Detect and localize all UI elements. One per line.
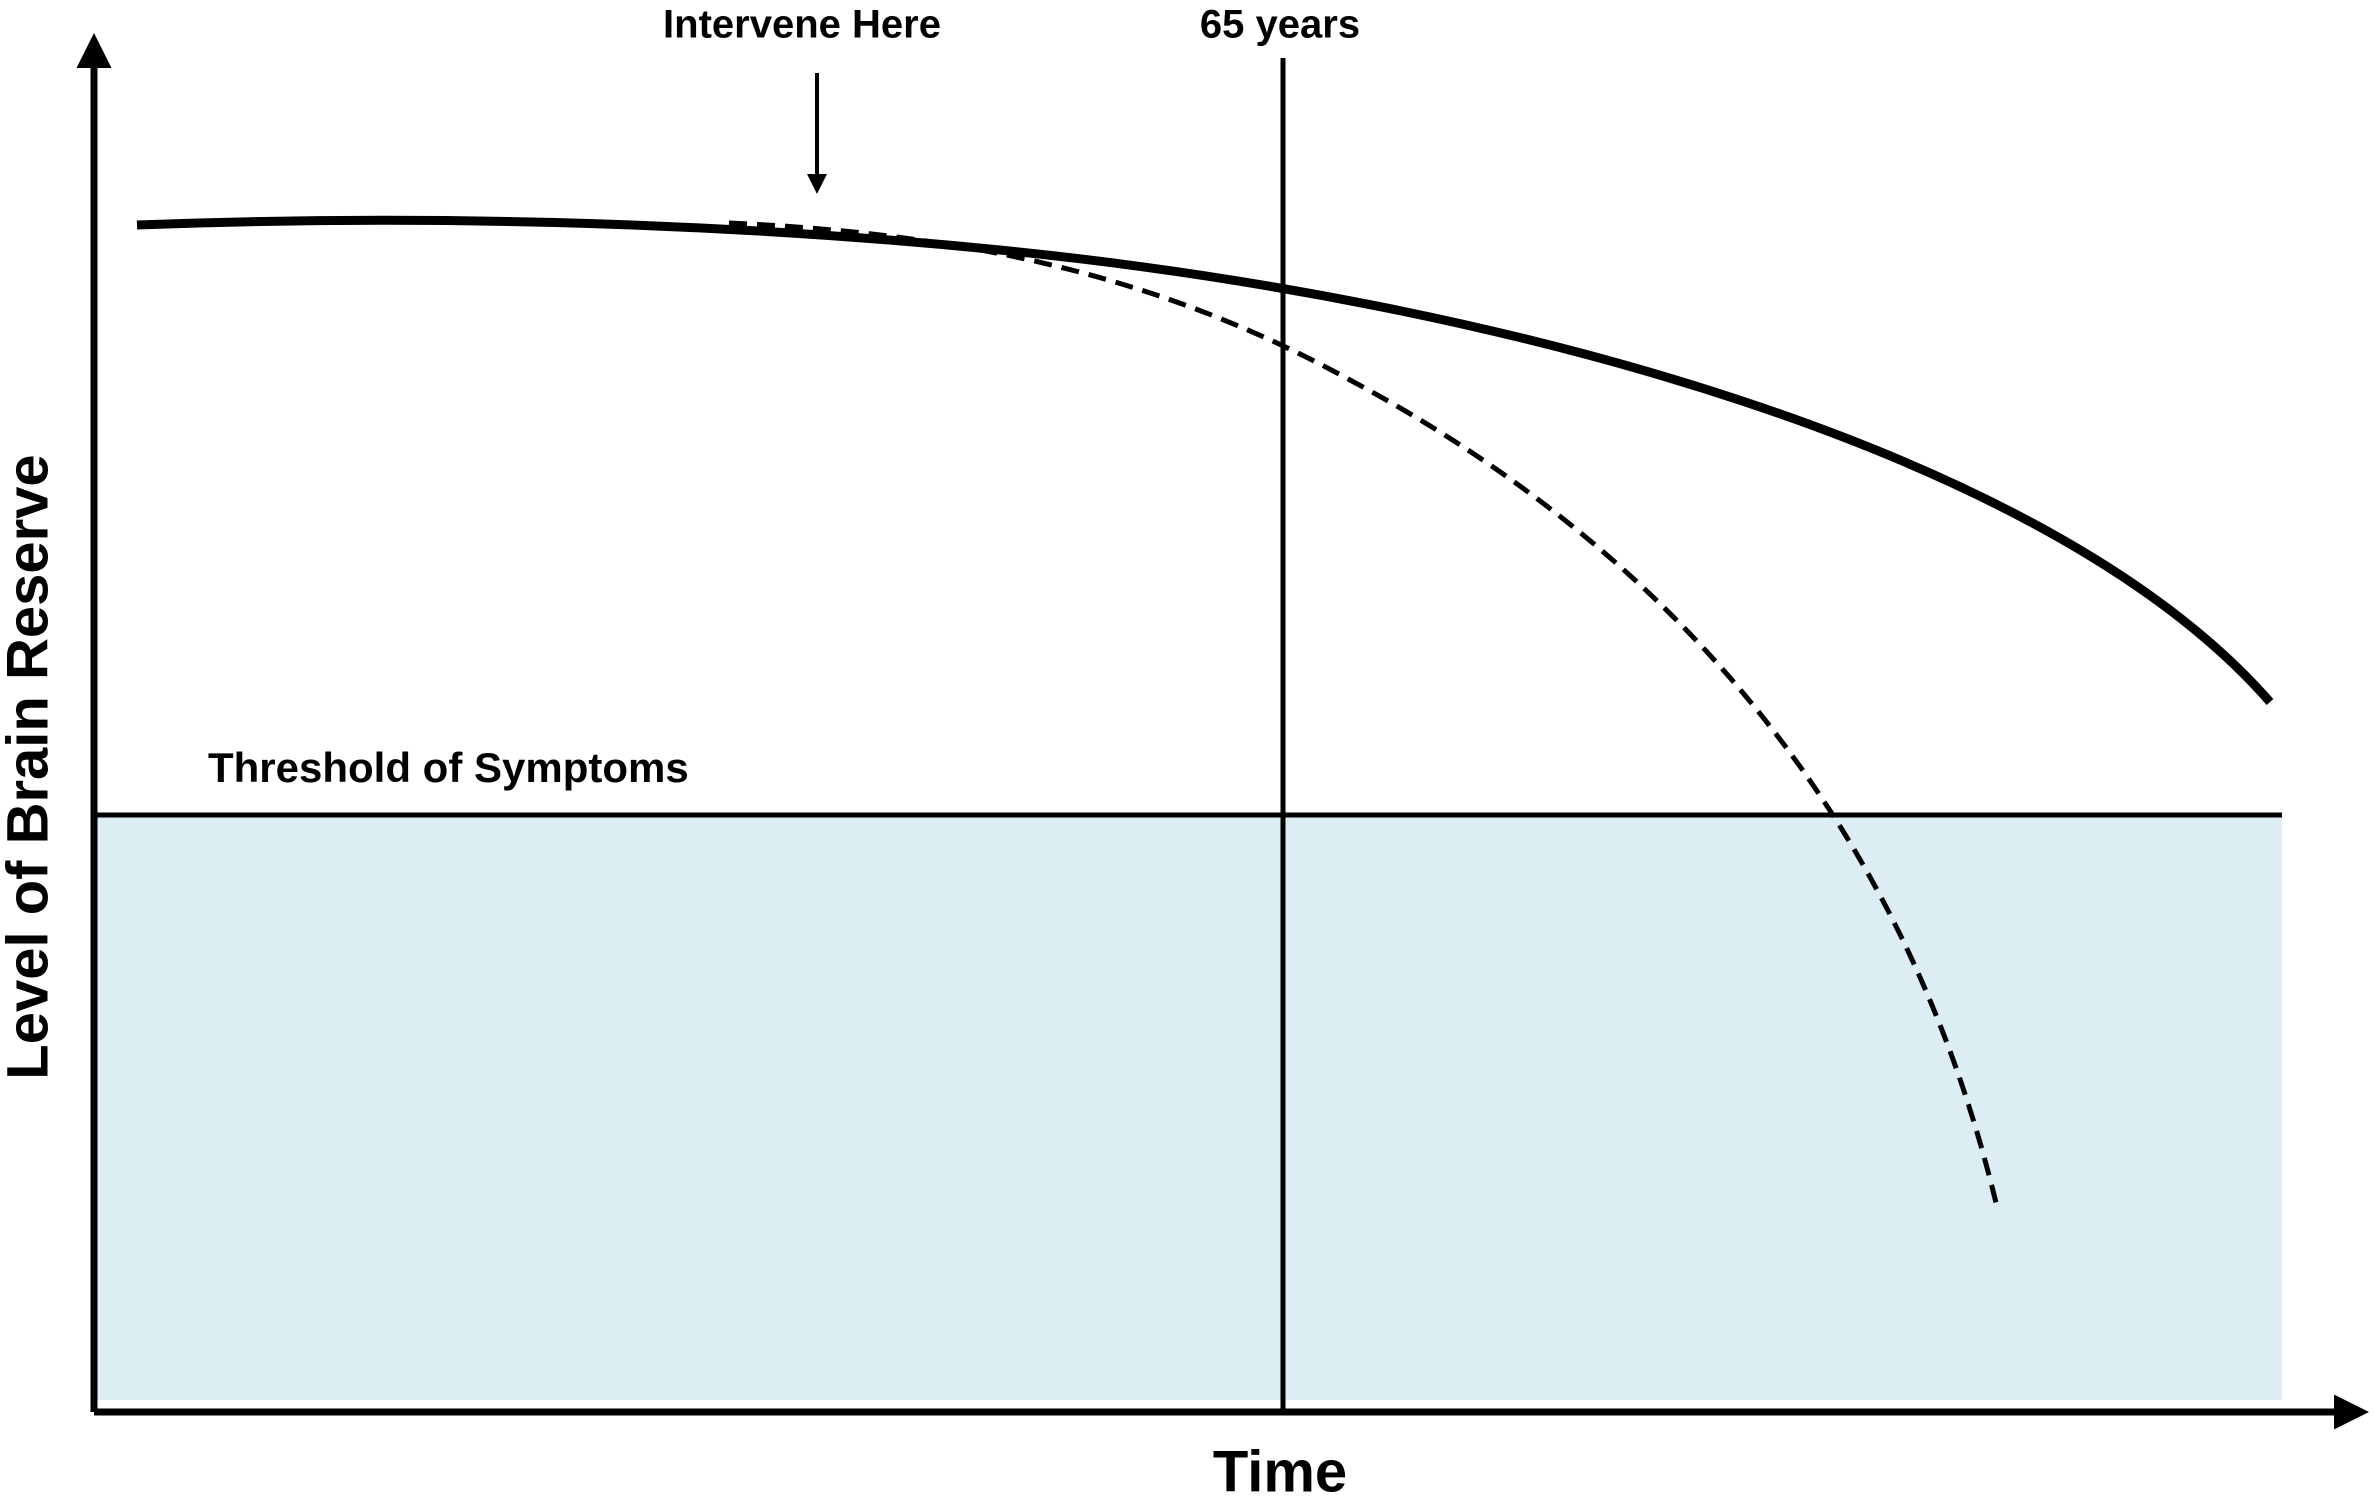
normal-decline-curve: [136, 215, 2274, 705]
intervene-label: Intervene Here: [663, 3, 941, 47]
y-axis-label: Level of Brain Reserve: [0, 454, 60, 1079]
age-label: 65 years: [1200, 3, 1360, 47]
accelerated-decline-curve: [728, 220, 2000, 1208]
threshold-label: Threshold of Symptoms: [208, 744, 689, 791]
x-axis-label: Time: [1213, 1439, 1347, 1504]
symptom-zone: [94, 815, 2282, 1400]
